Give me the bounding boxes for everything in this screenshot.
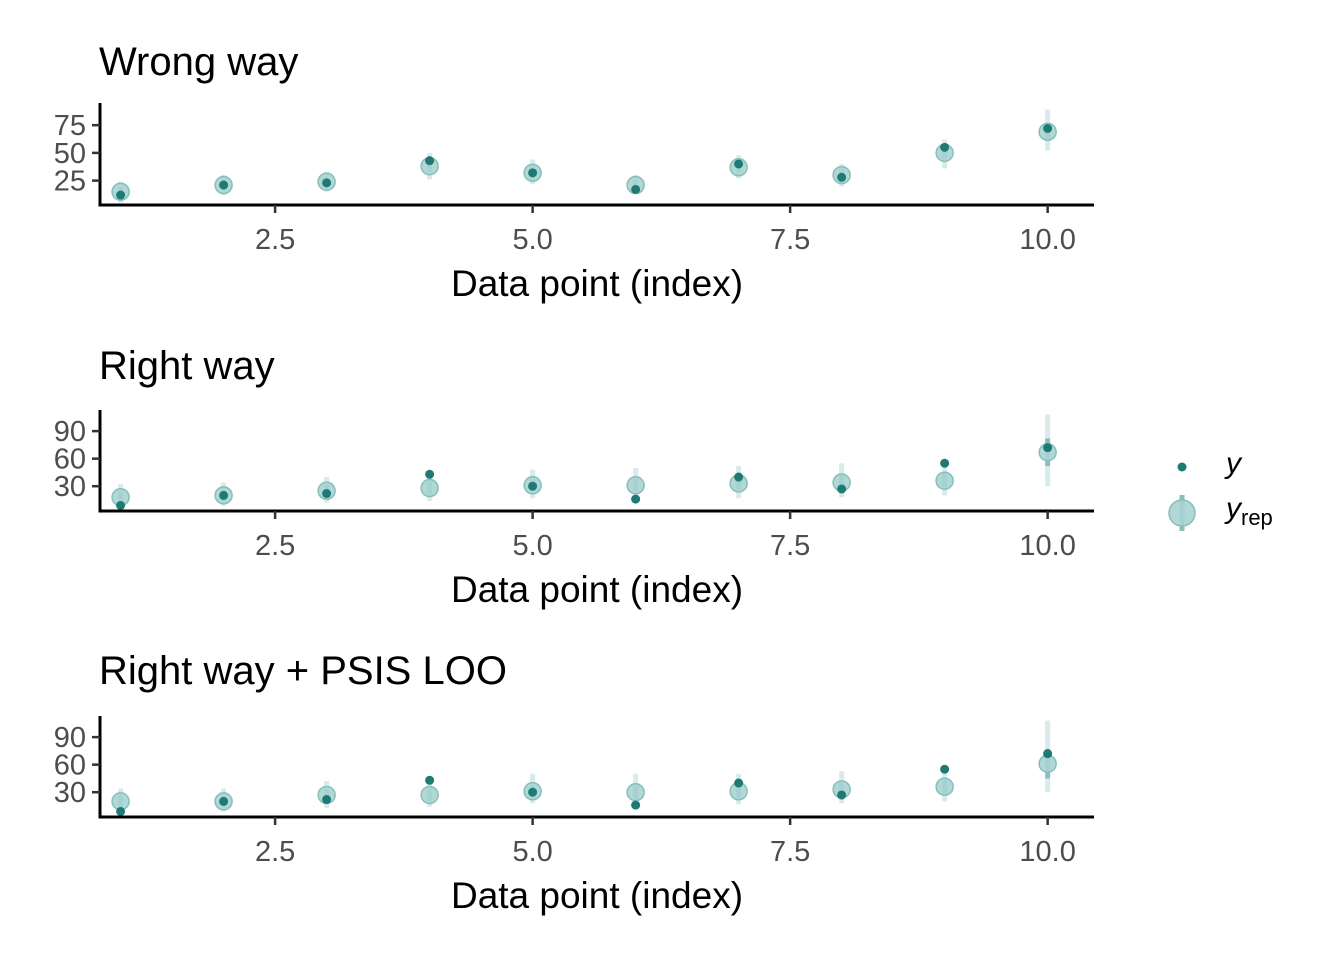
yrep-point (935, 471, 954, 490)
x-tick-label: 2.5 (255, 530, 295, 562)
y-point (425, 156, 435, 166)
x-axis-title: Data point (index) (451, 875, 743, 916)
y-point (1043, 124, 1053, 133)
y-point (116, 500, 126, 510)
y-point (837, 790, 847, 800)
x-tick-label: 7.5 (770, 224, 810, 256)
y-tick-label: 60 (54, 444, 86, 476)
y-point (631, 800, 641, 810)
x-tick-label: 2.5 (255, 836, 295, 868)
x-axis-title: Data point (index) (451, 263, 743, 304)
x-tick-label: 5.0 (512, 836, 552, 868)
panel-title: Wrong way (99, 40, 298, 84)
y-point (425, 775, 435, 785)
x-tick-label: 10.0 (1019, 836, 1075, 868)
panel-marks (111, 109, 1057, 203)
x-tick-label: 2.5 (255, 224, 295, 256)
y-point (1043, 749, 1053, 759)
y-tick-label: 90 (54, 722, 86, 754)
y-point (940, 764, 950, 774)
legend-yrep-main: y (1224, 492, 1243, 525)
x-axis-title: Data point (index) (451, 569, 743, 610)
yrep-point (420, 785, 439, 805)
y-point (940, 458, 950, 468)
yrep-point (626, 476, 645, 495)
yrep-point (626, 782, 645, 802)
y-point (219, 180, 229, 190)
panel-title: Right way + PSIS LOO (99, 649, 507, 693)
y-point (528, 481, 538, 491)
y-point (631, 184, 641, 194)
legend-y-key (1177, 462, 1187, 472)
y-tick-label: 90 (54, 416, 86, 448)
panel-title: Right way (99, 344, 275, 388)
yrep-point (420, 478, 439, 498)
legend-yrep-subscript: rep (1241, 505, 1273, 530)
y-point (116, 806, 126, 816)
y-tick-label: 25 (54, 166, 86, 198)
legend-y-label: y (1224, 447, 1243, 480)
legend-yrep-key (1168, 499, 1196, 527)
y-point (734, 778, 744, 788)
y-point (219, 490, 229, 500)
x-tick-label: 5.0 (512, 224, 552, 256)
y-point (940, 142, 950, 152)
panel-marks (111, 414, 1057, 510)
y-point (734, 159, 744, 169)
x-tick-label: 7.5 (770, 836, 810, 868)
x-tick-label: 10.0 (1019, 530, 1075, 562)
legend-yrep-label: yrep (1224, 492, 1273, 530)
y-point (528, 168, 538, 178)
y-point (116, 190, 126, 200)
y-tick-label: 60 (54, 750, 86, 782)
y-tick-label: 30 (54, 777, 86, 809)
y-tick-label: 30 (54, 471, 86, 503)
y-point (322, 795, 332, 805)
x-tick-label: 10.0 (1019, 224, 1075, 256)
y-point (837, 172, 847, 182)
yrep-point (935, 777, 954, 796)
y-point (322, 178, 332, 188)
panel-right-way-psis-loo: Right way + PSIS LOO 2.5 5.0 7.5 10.0 306090… (54, 649, 1094, 916)
y-point (425, 469, 435, 479)
panel-marks (111, 720, 1057, 816)
y-point (1043, 443, 1053, 453)
y-point (528, 787, 538, 797)
y-tick-label: 75 (54, 110, 86, 142)
y-point (631, 494, 641, 504)
legend: y yrep (1168, 447, 1273, 531)
x-tick-label: 5.0 (512, 530, 552, 562)
y-point (322, 489, 332, 499)
x-tick-label: 7.5 (770, 530, 810, 562)
y-point (734, 472, 744, 482)
y-point (837, 484, 847, 494)
y-point (219, 796, 229, 806)
y-tick-label: 50 (54, 138, 86, 170)
